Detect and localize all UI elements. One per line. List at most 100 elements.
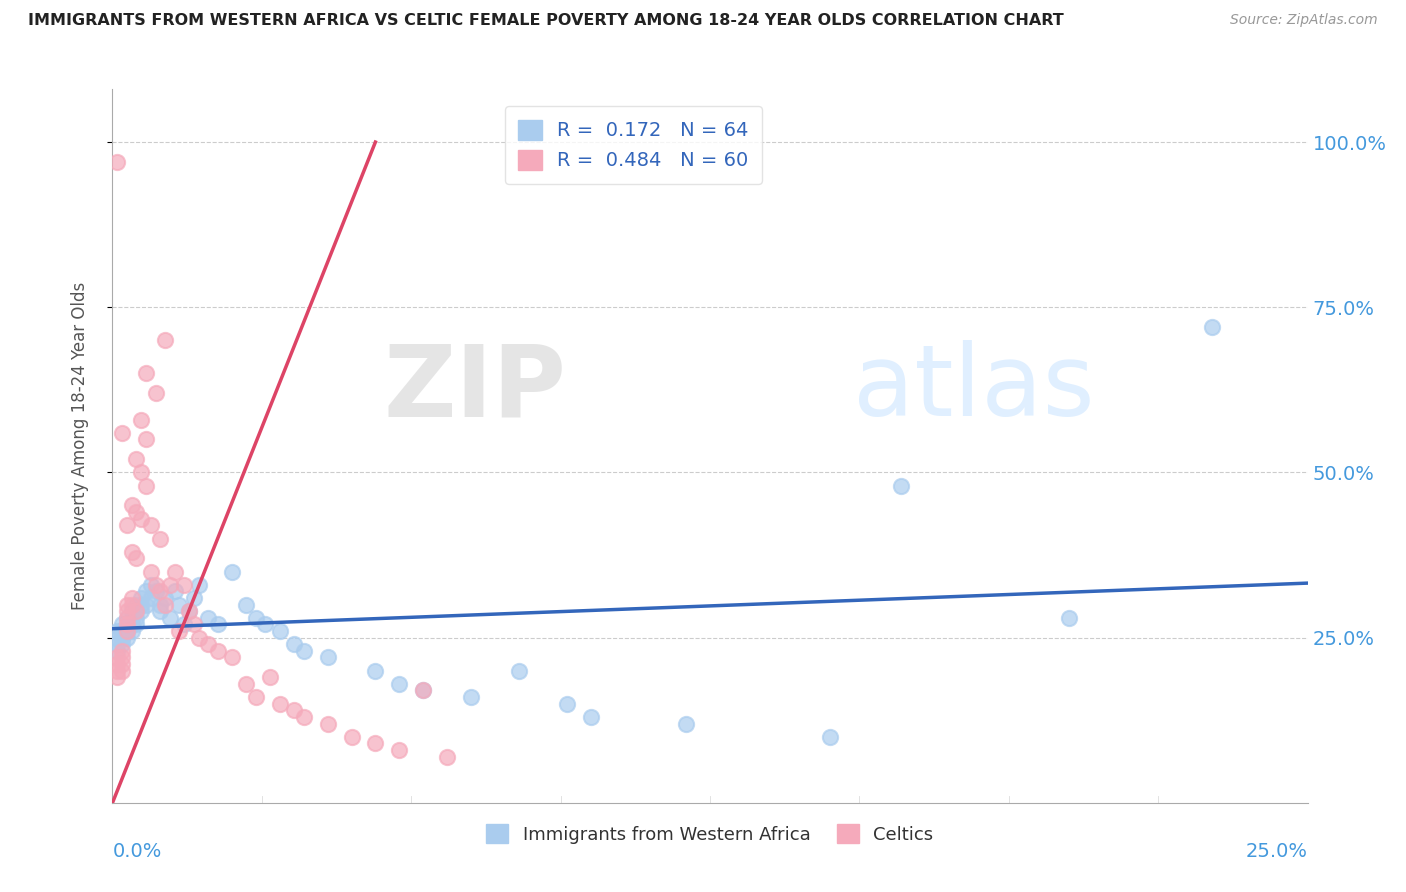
Text: IMMIGRANTS FROM WESTERN AFRICA VS CELTIC FEMALE POVERTY AMONG 18-24 YEAR OLDS CO: IMMIGRANTS FROM WESTERN AFRICA VS CELTIC… <box>28 13 1064 29</box>
Text: 0.0%: 0.0% <box>112 842 162 861</box>
Point <box>245 611 267 625</box>
Point <box>115 624 138 638</box>
Point <box>292 710 315 724</box>
Point <box>153 598 176 612</box>
Point <box>115 518 138 533</box>
Point <box>183 591 205 605</box>
Point <box>675 716 697 731</box>
Point <box>125 611 148 625</box>
Point <box>269 624 291 638</box>
Point <box>259 670 281 684</box>
Point <box>139 591 162 605</box>
Point <box>125 604 148 618</box>
Point <box>153 333 176 347</box>
Text: atlas: atlas <box>853 341 1095 437</box>
Point <box>412 683 434 698</box>
Text: Source: ZipAtlas.com: Source: ZipAtlas.com <box>1230 13 1378 28</box>
Point <box>254 617 277 632</box>
Point <box>149 604 172 618</box>
Point <box>197 637 219 651</box>
Point <box>121 617 143 632</box>
Point <box>115 631 138 645</box>
Point <box>187 578 209 592</box>
Point <box>125 551 148 566</box>
Point <box>139 578 162 592</box>
Point <box>115 598 138 612</box>
Point <box>105 644 128 658</box>
Point <box>115 611 138 625</box>
Point <box>221 650 243 665</box>
Point <box>269 697 291 711</box>
Point <box>890 478 912 492</box>
Point <box>125 505 148 519</box>
Point <box>818 730 841 744</box>
Point <box>105 637 128 651</box>
Point <box>235 598 257 612</box>
Point <box>111 624 134 638</box>
Point <box>115 617 138 632</box>
Point <box>111 650 134 665</box>
Point <box>340 730 363 744</box>
Point <box>111 425 134 440</box>
Point <box>173 617 195 632</box>
Point <box>121 598 143 612</box>
Point <box>129 412 152 426</box>
Point <box>173 578 195 592</box>
Point <box>129 511 152 525</box>
Point <box>412 683 434 698</box>
Point <box>364 664 387 678</box>
Point <box>1201 320 1223 334</box>
Point <box>364 736 387 750</box>
Point <box>135 433 157 447</box>
Point <box>145 386 167 401</box>
Point <box>508 664 530 678</box>
Point <box>125 598 148 612</box>
Point <box>105 664 128 678</box>
Point <box>163 584 186 599</box>
Point <box>105 670 128 684</box>
Point <box>207 644 229 658</box>
Point <box>111 644 134 658</box>
Point <box>115 604 138 618</box>
Point <box>135 367 157 381</box>
Point <box>111 617 134 632</box>
Point <box>139 565 162 579</box>
Point <box>460 690 482 704</box>
Point <box>139 518 162 533</box>
Point <box>183 617 205 632</box>
Point <box>115 617 138 632</box>
Point <box>169 624 191 638</box>
Point <box>135 598 157 612</box>
Point <box>159 611 181 625</box>
Point <box>121 591 143 605</box>
Point <box>207 617 229 632</box>
Point <box>121 499 143 513</box>
Point <box>149 532 172 546</box>
Point <box>135 584 157 599</box>
Point <box>105 650 128 665</box>
Legend: Immigrants from Western Africa, Celtics: Immigrants from Western Africa, Celtics <box>479 817 941 851</box>
Point <box>169 598 191 612</box>
Point <box>292 644 315 658</box>
Point <box>111 631 134 645</box>
Point <box>149 598 172 612</box>
Point <box>129 598 152 612</box>
Point <box>125 604 148 618</box>
Point <box>153 591 176 605</box>
Point <box>125 617 148 632</box>
Point <box>111 664 134 678</box>
Point <box>245 690 267 704</box>
Point <box>221 565 243 579</box>
Point <box>121 611 143 625</box>
Point <box>121 545 143 559</box>
Point <box>111 624 134 638</box>
Point <box>316 716 339 731</box>
Point <box>235 677 257 691</box>
Point <box>115 611 138 625</box>
Point <box>121 624 143 638</box>
Point <box>149 584 172 599</box>
Point <box>105 657 128 671</box>
Point <box>121 617 143 632</box>
Point <box>436 749 458 764</box>
Point <box>316 650 339 665</box>
